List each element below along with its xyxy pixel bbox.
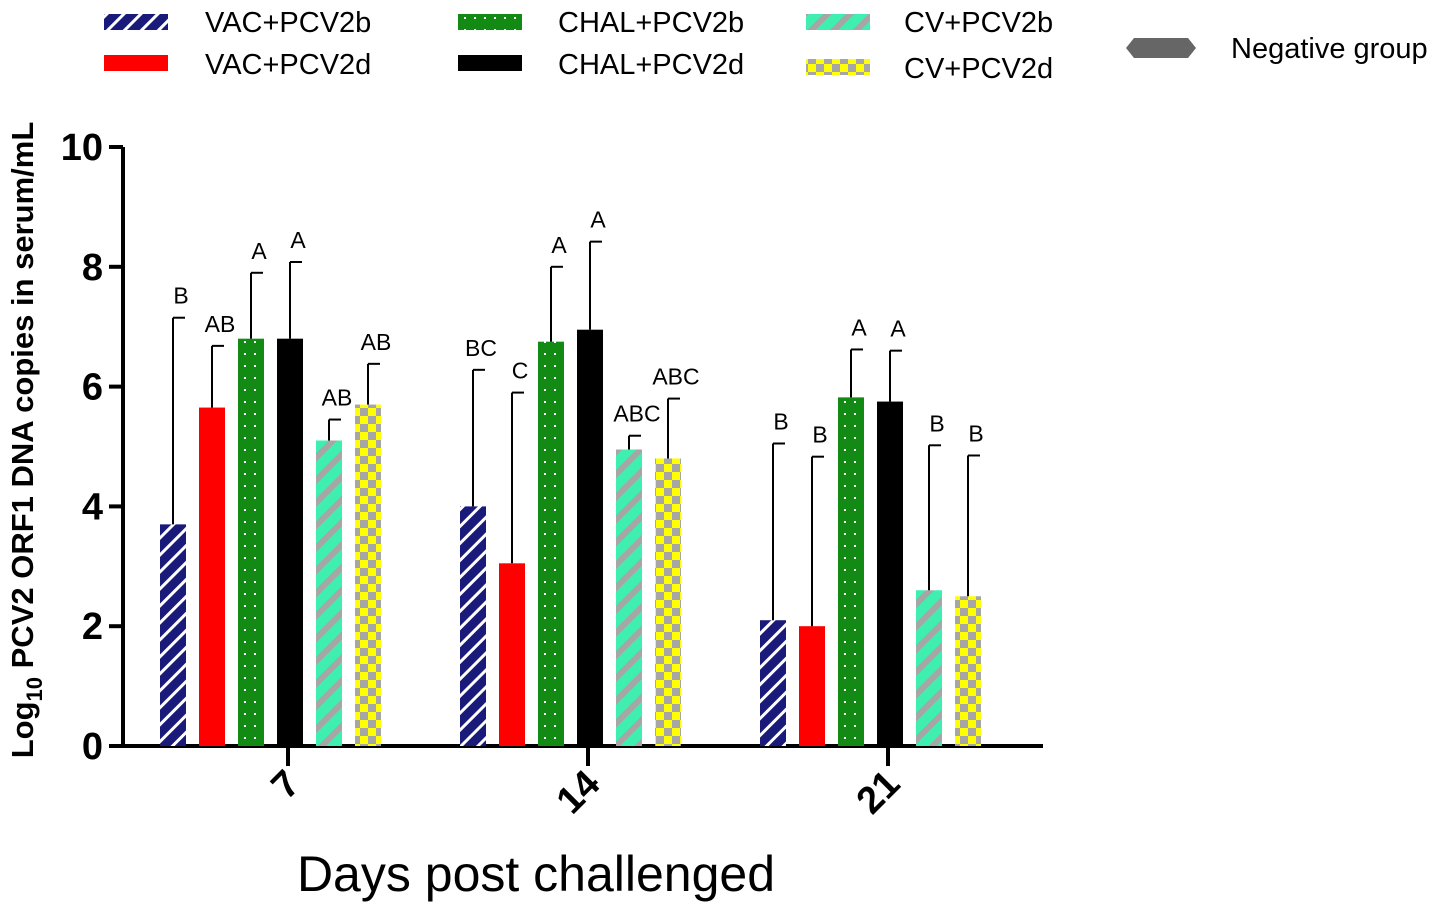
sig-label-VAC+PCV2b-day-14: BC [465,335,497,361]
bar-VAC+PCV2b-day-7 [160,524,186,746]
bar-VAC+PCV2b-day-21 [760,620,786,746]
y-tick-label-6: 6 [82,367,103,409]
x-tick-label-14: 14 [549,763,609,823]
bar-CV+PCV2b-day-14 [616,449,642,746]
bar-CV+PCV2b-day-21 [916,590,942,746]
legend-label-CHAL+PCV2b: CHAL+PCV2b [558,7,744,39]
y-tick-label-4: 4 [82,486,103,528]
y-axis-label-subscript: 10 [22,677,47,701]
y-axis-label-prefix: Log [5,701,40,758]
sig-label-CV+PCV2b-day-7: AB [322,385,353,411]
legend-swatch-VAC+PCV2b [104,14,168,30]
legend-swatch-Negative group [1126,38,1196,58]
bar-CHAL+PCV2d-day-7 [277,338,303,746]
sig-label-CHAL+PCV2d-day-7: A [290,227,306,253]
sig-label-CV+PCV2d-day-14: ABC [652,364,699,390]
legend-label-Negative group: Negative group [1231,33,1428,65]
legend-label-CV+PCV2d: CV+PCV2d [904,53,1053,85]
sig-label-VAC+PCV2b-day-7: B [173,283,188,309]
legend-label-CHAL+PCV2d: CHAL+PCV2d [558,49,744,81]
bar-CV+PCV2d-day-7 [355,404,381,746]
sig-label-CV+PCV2d-day-7: AB [361,329,392,355]
x-tick-label-21: 21 [849,763,909,823]
bar-VAC+PCV2d-day-7 [199,407,225,746]
legend-label-VAC+PCV2d: VAC+PCV2d [205,49,371,81]
sig-label-CV+PCV2b-day-21: B [929,410,944,436]
bar-CV+PCV2b-day-7 [316,440,342,746]
sig-label-CHAL+PCV2b-day-21: A [851,314,867,340]
y-axis-label-rest: PCV2 ORF1 DNA copies in serum/mL [5,122,40,677]
x-axis-label: Days post challenged [297,846,775,902]
legend: VAC+PCV2b VAC+PCV2d CHAL+PCV2b CHAL+PCV2d CV… [104,7,1428,85]
bar-CHAL+PCV2b-day-21 [838,397,864,746]
legend-swatch-CHAL+PCV2b [458,14,522,30]
legend-label-CV+PCV2b: CV+PCV2b [904,7,1053,39]
bar-CHAL+PCV2b-day-7 [238,338,264,746]
sig-label-CHAL+PCV2b-day-14: A [551,232,567,258]
legend-swatch-CV+PCV2b [806,14,870,30]
bar-VAC+PCV2b-day-14 [460,506,486,746]
bar-CHAL+PCV2d-day-14 [577,329,603,746]
sig-label-VAC+PCV2d-day-14: C [512,358,529,384]
bar-CV+PCV2d-day-14 [655,458,681,746]
sig-label-CHAL+PCV2d-day-21: A [890,316,906,342]
sig-label-CV+PCV2b-day-14: ABC [613,401,660,427]
sig-label-CV+PCV2d-day-21: B [968,420,983,446]
legend-swatch-VAC+PCV2d [104,55,168,71]
sig-label-VAC+PCV2b-day-21: B [773,409,788,435]
sig-label-CHAL+PCV2b-day-7: A [251,238,267,264]
bar-VAC+PCV2d-day-21 [799,626,825,746]
bar-CHAL+PCV2b-day-14 [538,341,564,746]
x-tick-label-7: 7 [264,763,309,808]
bar-VAC+PCV2d-day-14 [499,563,525,746]
bar-CV+PCV2d-day-21 [955,596,981,746]
bar-CHAL+PCV2d-day-21 [877,401,903,746]
sig-label-VAC+PCV2d-day-21: B [812,422,827,448]
y-tick-label-2: 2 [82,606,103,648]
y-tick-label-8: 8 [82,247,103,289]
sig-label-CHAL+PCV2d-day-14: A [590,207,606,233]
sig-label-VAC+PCV2d-day-7: AB [205,311,236,337]
legend-label-VAC+PCV2b: VAC+PCV2b [205,7,371,39]
y-tick-label-10: 10 [61,127,103,169]
error-bars [172,240,980,627]
y-axis-label: Log10 PCV2 ORF1 DNA copies in serum/mL [5,122,47,759]
legend-swatch-CHAL+PCV2d [458,55,522,71]
bars [160,329,981,746]
y-tick-label-0: 0 [82,726,103,768]
legend-swatch-CV+PCV2d [806,59,870,75]
